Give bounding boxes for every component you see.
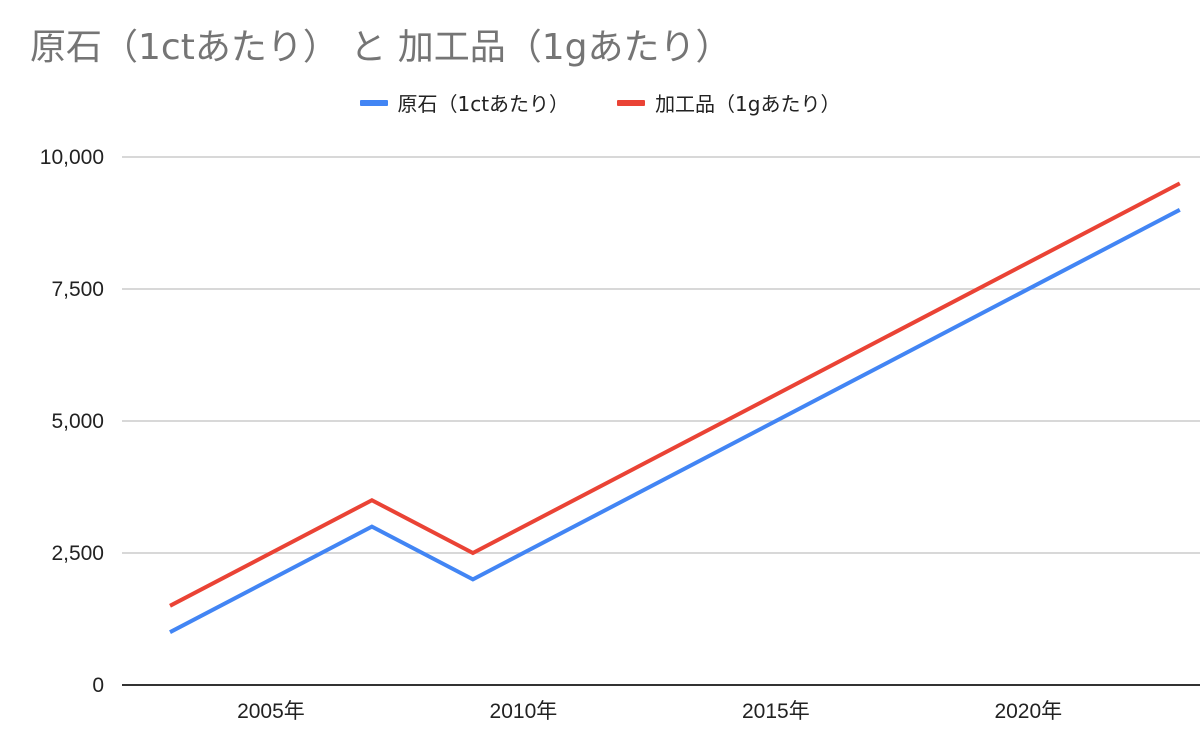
legend-swatch-raw-stone — [359, 99, 388, 106]
legend-item-raw-stone[interactable]: 原石（1ctあたり） — [359, 88, 570, 117]
legend-item-processed[interactable]: 加工品（1gあたり） — [617, 88, 840, 117]
x-tick-label: 2020年 — [994, 700, 1062, 723]
y-tick-label: 7,500 — [51, 278, 104, 301]
chart-title: 原石（1ctあたり） と 加工品（1gあたり） — [30, 27, 732, 68]
y-tick-label: 5,000 — [51, 410, 104, 433]
y-tick-label: 2,500 — [51, 542, 104, 565]
x-tick-label: 2005年 — [237, 700, 305, 723]
series-line-1 — [169, 181, 1181, 608]
legend-label-processed: 加工品（1gあたり） — [655, 92, 841, 116]
x-tick-label: 2015年 — [742, 700, 810, 723]
y-tick-label: 0 — [92, 674, 104, 697]
legend-label-raw-stone: 原石（1ctあたり） — [397, 92, 570, 116]
series-line-0 — [169, 208, 1181, 634]
x-tick-label: 2010年 — [490, 700, 558, 723]
y-tick-label: 10,000 — [40, 146, 104, 169]
legend-swatch-processed — [617, 99, 646, 106]
chart-legend: 原石（1ctあたり） 加工品（1gあたり） — [0, 88, 1200, 117]
